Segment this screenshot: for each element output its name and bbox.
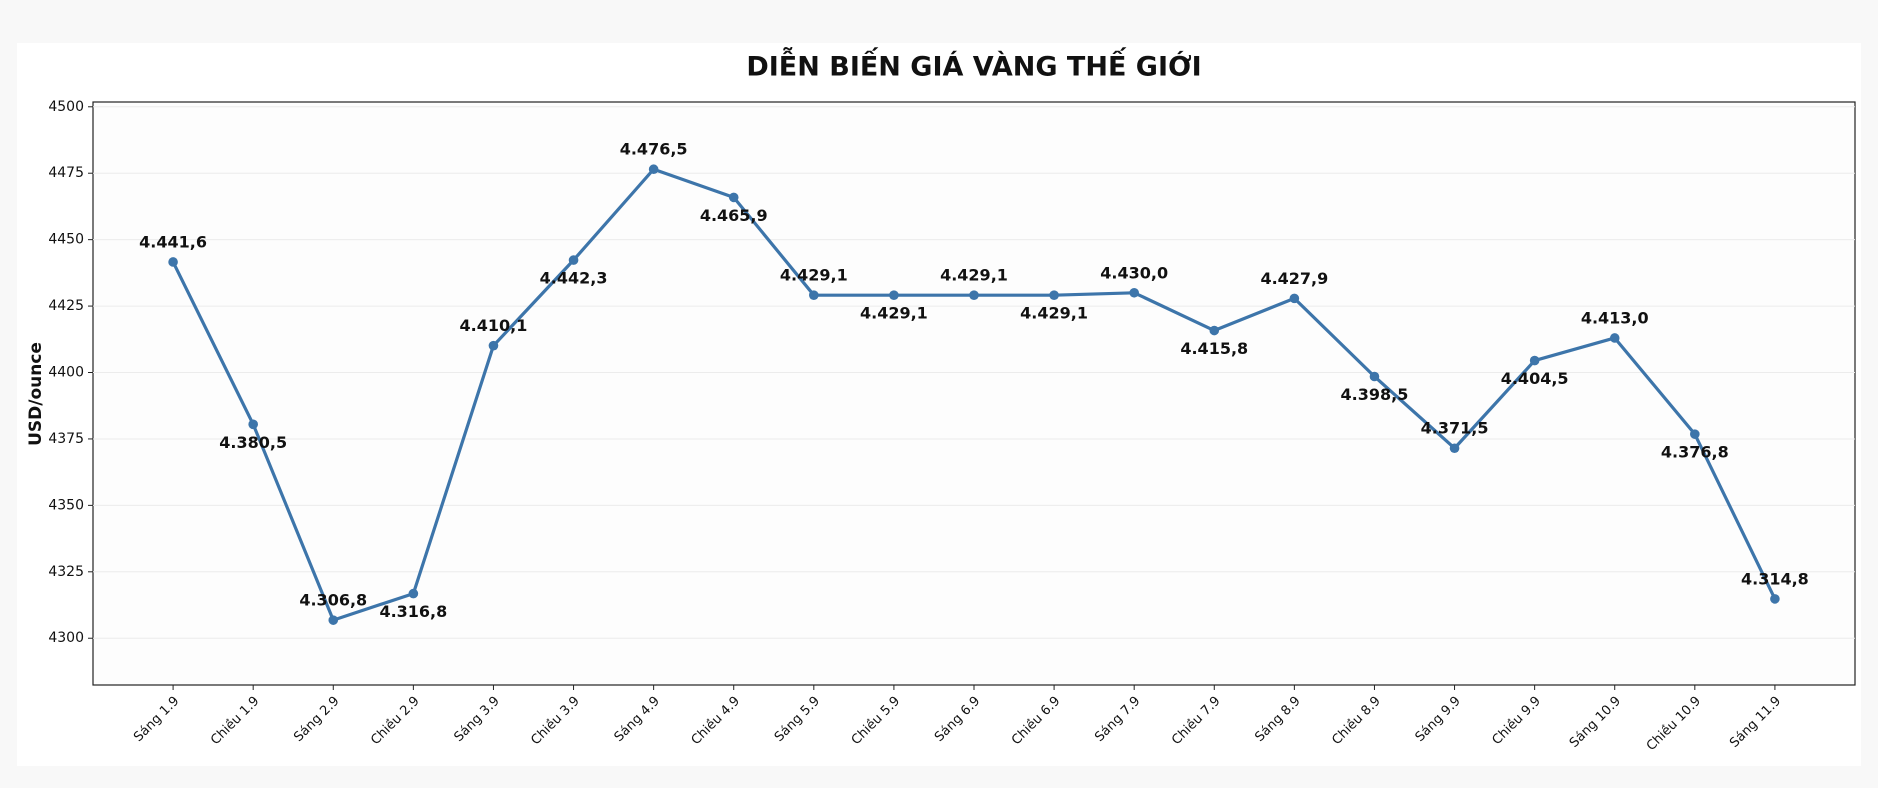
- y-tick-label: 4300: [48, 630, 84, 646]
- data-label: 4.415,8: [1180, 339, 1248, 358]
- y-axis-label: USD/ounce: [26, 342, 46, 446]
- chart-title: DIỄN BIẾN GIÁ VÀNG THẾ GIỚI: [746, 47, 1201, 83]
- data-label: 4.413,0: [1581, 308, 1649, 327]
- data-label: 4.371,5: [1421, 419, 1489, 438]
- y-tick-label: 4325: [48, 564, 84, 580]
- data-label: 4.429,1: [780, 266, 848, 285]
- y-tick-label: 4375: [48, 431, 84, 447]
- data-label: 4.404,5: [1501, 369, 1569, 388]
- data-label: 4.429,1: [1020, 304, 1088, 323]
- data-label: 4.306,8: [299, 591, 367, 610]
- data-label: 4.429,1: [940, 266, 1008, 285]
- y-tick-label: 4400: [48, 365, 84, 381]
- data-label: 4.476,5: [620, 140, 688, 159]
- data-point: [1209, 325, 1220, 336]
- data-point: [1449, 443, 1460, 454]
- data-point: [1529, 355, 1540, 366]
- y-tick-label: 4450: [48, 232, 84, 248]
- data-point: [889, 290, 899, 300]
- data-label: 4.430,0: [1100, 263, 1168, 282]
- data-label: 4.380,5: [219, 433, 287, 452]
- y-tick-label: 4475: [48, 165, 84, 181]
- data-point: [168, 257, 178, 267]
- data-label: 4.314,8: [1741, 569, 1809, 588]
- data-label: 4.465,9: [700, 206, 768, 225]
- data-label: 4.442,3: [540, 269, 608, 288]
- data-label: 4.376,8: [1661, 443, 1729, 462]
- data-point: [1289, 293, 1300, 304]
- data-point: [328, 615, 339, 625]
- data-point: [408, 588, 419, 599]
- data-point: [568, 255, 579, 265]
- data-label: 4.441,6: [139, 232, 207, 251]
- data-point: [1049, 290, 1059, 300]
- data-label: 4.427,9: [1260, 269, 1328, 288]
- data-label: 4.410,1: [460, 316, 528, 335]
- y-tick-label: 4350: [48, 497, 84, 513]
- y-tick-label: 4425: [48, 298, 84, 314]
- data-point: [1129, 287, 1139, 298]
- plot-area: [92, 101, 1856, 686]
- data-point: [248, 419, 258, 430]
- data-point: [969, 290, 979, 300]
- data-point: [1690, 429, 1700, 439]
- data-point: [1369, 371, 1380, 382]
- data-point: [1609, 333, 1620, 343]
- data-label: 4.398,5: [1341, 385, 1409, 404]
- data-label: 4.316,8: [379, 602, 447, 621]
- data-point: [809, 290, 819, 300]
- data-label: 4.429,1: [860, 304, 928, 323]
- y-tick-label: 4500: [48, 99, 84, 115]
- data-point: [1770, 594, 1780, 604]
- data-point: [488, 340, 499, 351]
- data-point: [648, 164, 659, 175]
- data-point: [728, 192, 739, 203]
